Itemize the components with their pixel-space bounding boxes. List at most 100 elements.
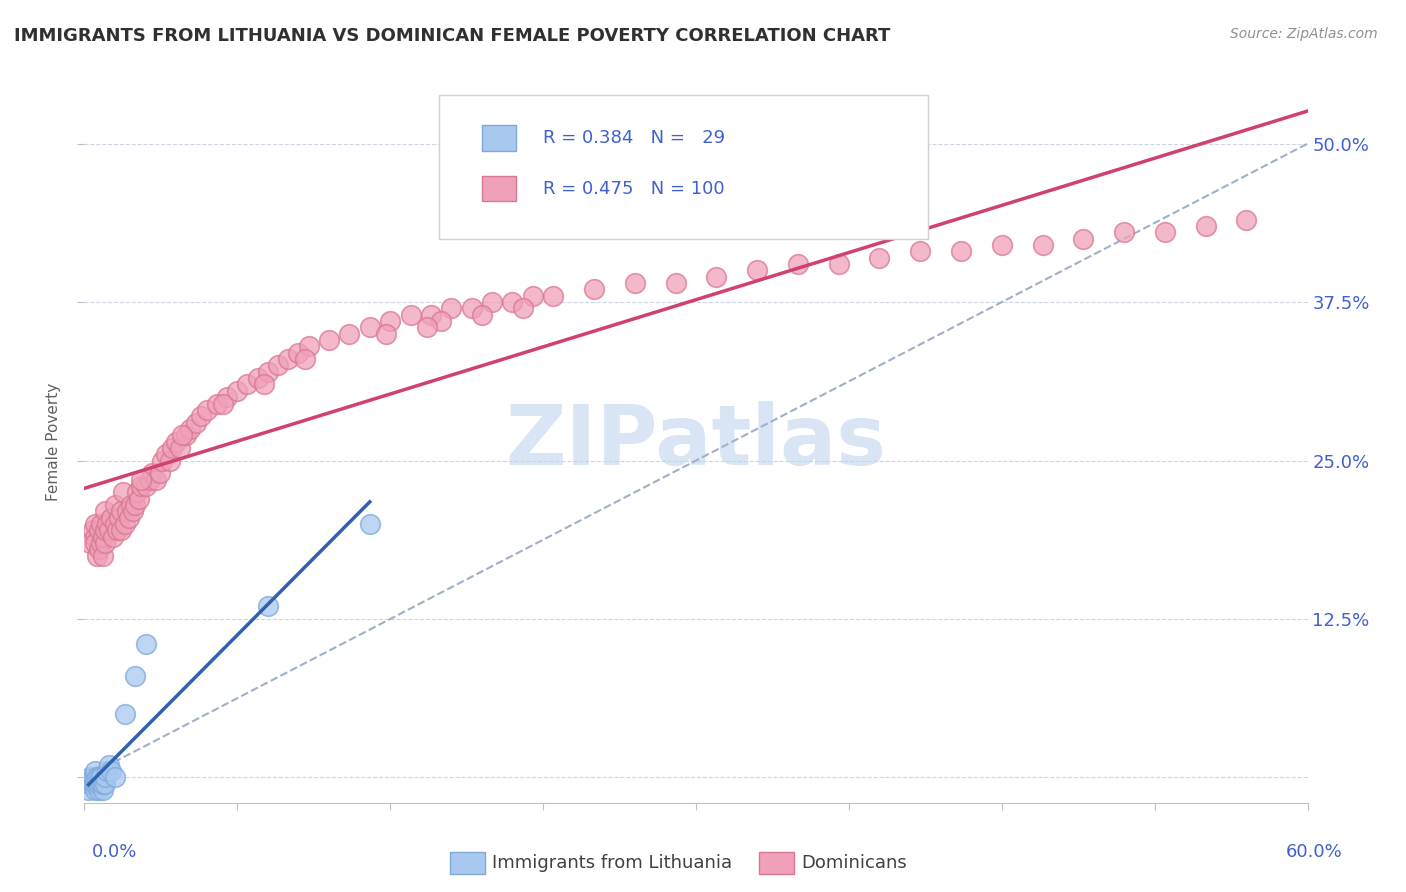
Point	[114, 707, 136, 722]
Point	[91, 549, 114, 563]
Text: ZIPatlas: ZIPatlas	[506, 401, 886, 482]
Point	[246, 371, 269, 385]
Point	[112, 485, 135, 500]
Point	[481, 295, 503, 310]
Point	[461, 301, 484, 316]
Point	[1114, 226, 1136, 240]
Point	[186, 416, 208, 430]
Point	[165, 434, 187, 449]
Point	[104, 498, 127, 512]
Point	[86, 777, 108, 791]
Point	[205, 396, 228, 410]
Point	[100, 764, 122, 778]
Point	[318, 333, 340, 347]
Point	[236, 377, 259, 392]
Point	[287, 346, 309, 360]
Point	[1154, 226, 1177, 240]
Point	[127, 485, 149, 500]
Point	[87, 777, 110, 791]
Point	[155, 447, 177, 461]
Point	[257, 365, 280, 379]
Point	[82, 771, 104, 785]
Text: 0.0%: 0.0%	[91, 843, 136, 861]
Point	[86, 771, 108, 785]
Point	[91, 777, 114, 791]
Point	[212, 396, 235, 410]
Point	[430, 314, 453, 328]
Point	[298, 339, 321, 353]
Point	[991, 238, 1014, 252]
Point	[440, 301, 463, 316]
Point	[172, 428, 194, 442]
Point	[93, 777, 115, 791]
Point	[339, 326, 361, 341]
Point	[122, 504, 145, 518]
Point	[87, 542, 110, 557]
Point	[131, 479, 153, 493]
Point	[86, 549, 108, 563]
Point	[83, 516, 105, 531]
Point	[150, 453, 173, 467]
Point	[910, 244, 932, 259]
Point	[257, 599, 280, 614]
Point	[87, 783, 110, 797]
FancyBboxPatch shape	[439, 95, 928, 239]
Point	[87, 771, 110, 785]
Text: Source: ZipAtlas.com: Source: ZipAtlas.com	[1230, 27, 1378, 41]
Bar	[482, 176, 516, 202]
Point	[96, 516, 118, 531]
Point	[583, 282, 606, 296]
Point	[1073, 232, 1095, 246]
Point	[169, 441, 191, 455]
Point	[138, 473, 160, 487]
Point	[141, 467, 163, 481]
Point	[399, 308, 422, 322]
Point	[90, 516, 112, 531]
Point	[159, 453, 181, 467]
Point	[747, 263, 769, 277]
Text: Dominicans: Dominicans	[801, 855, 907, 872]
Point	[115, 504, 138, 518]
Point	[277, 352, 299, 367]
Point	[93, 771, 115, 785]
Point	[190, 409, 212, 424]
Point	[104, 771, 127, 785]
Point	[145, 473, 167, 487]
Text: R = 0.475   N = 100: R = 0.475 N = 100	[543, 179, 724, 198]
Point	[87, 523, 110, 537]
Point	[267, 359, 290, 373]
Point	[149, 467, 172, 481]
Point	[110, 504, 132, 518]
Point	[543, 289, 565, 303]
Point	[665, 276, 688, 290]
Point	[83, 530, 105, 544]
Point	[108, 510, 131, 524]
Point	[1032, 238, 1054, 252]
Point	[77, 783, 100, 797]
Text: IMMIGRANTS FROM LITHUANIA VS DOMINICAN FEMALE POVERTY CORRELATION CHART: IMMIGRANTS FROM LITHUANIA VS DOMINICAN F…	[14, 27, 890, 45]
Point	[128, 491, 150, 506]
Point	[90, 771, 112, 785]
Point	[93, 523, 115, 537]
Point	[124, 669, 146, 683]
Point	[101, 530, 124, 544]
Point	[359, 516, 381, 531]
Point	[79, 777, 101, 791]
Point	[135, 637, 157, 651]
Point	[120, 498, 142, 512]
Point	[105, 523, 128, 537]
Point	[294, 352, 316, 367]
Point	[380, 314, 402, 328]
Point	[217, 390, 239, 404]
Point	[93, 536, 115, 550]
Text: Immigrants from Lithuania: Immigrants from Lithuania	[492, 855, 733, 872]
Point	[91, 783, 114, 797]
Point	[79, 771, 101, 785]
Point	[471, 308, 494, 322]
Point	[100, 510, 122, 524]
Point	[787, 257, 810, 271]
Point	[104, 516, 127, 531]
Point	[195, 402, 218, 417]
Point	[512, 301, 534, 316]
Point	[110, 523, 132, 537]
